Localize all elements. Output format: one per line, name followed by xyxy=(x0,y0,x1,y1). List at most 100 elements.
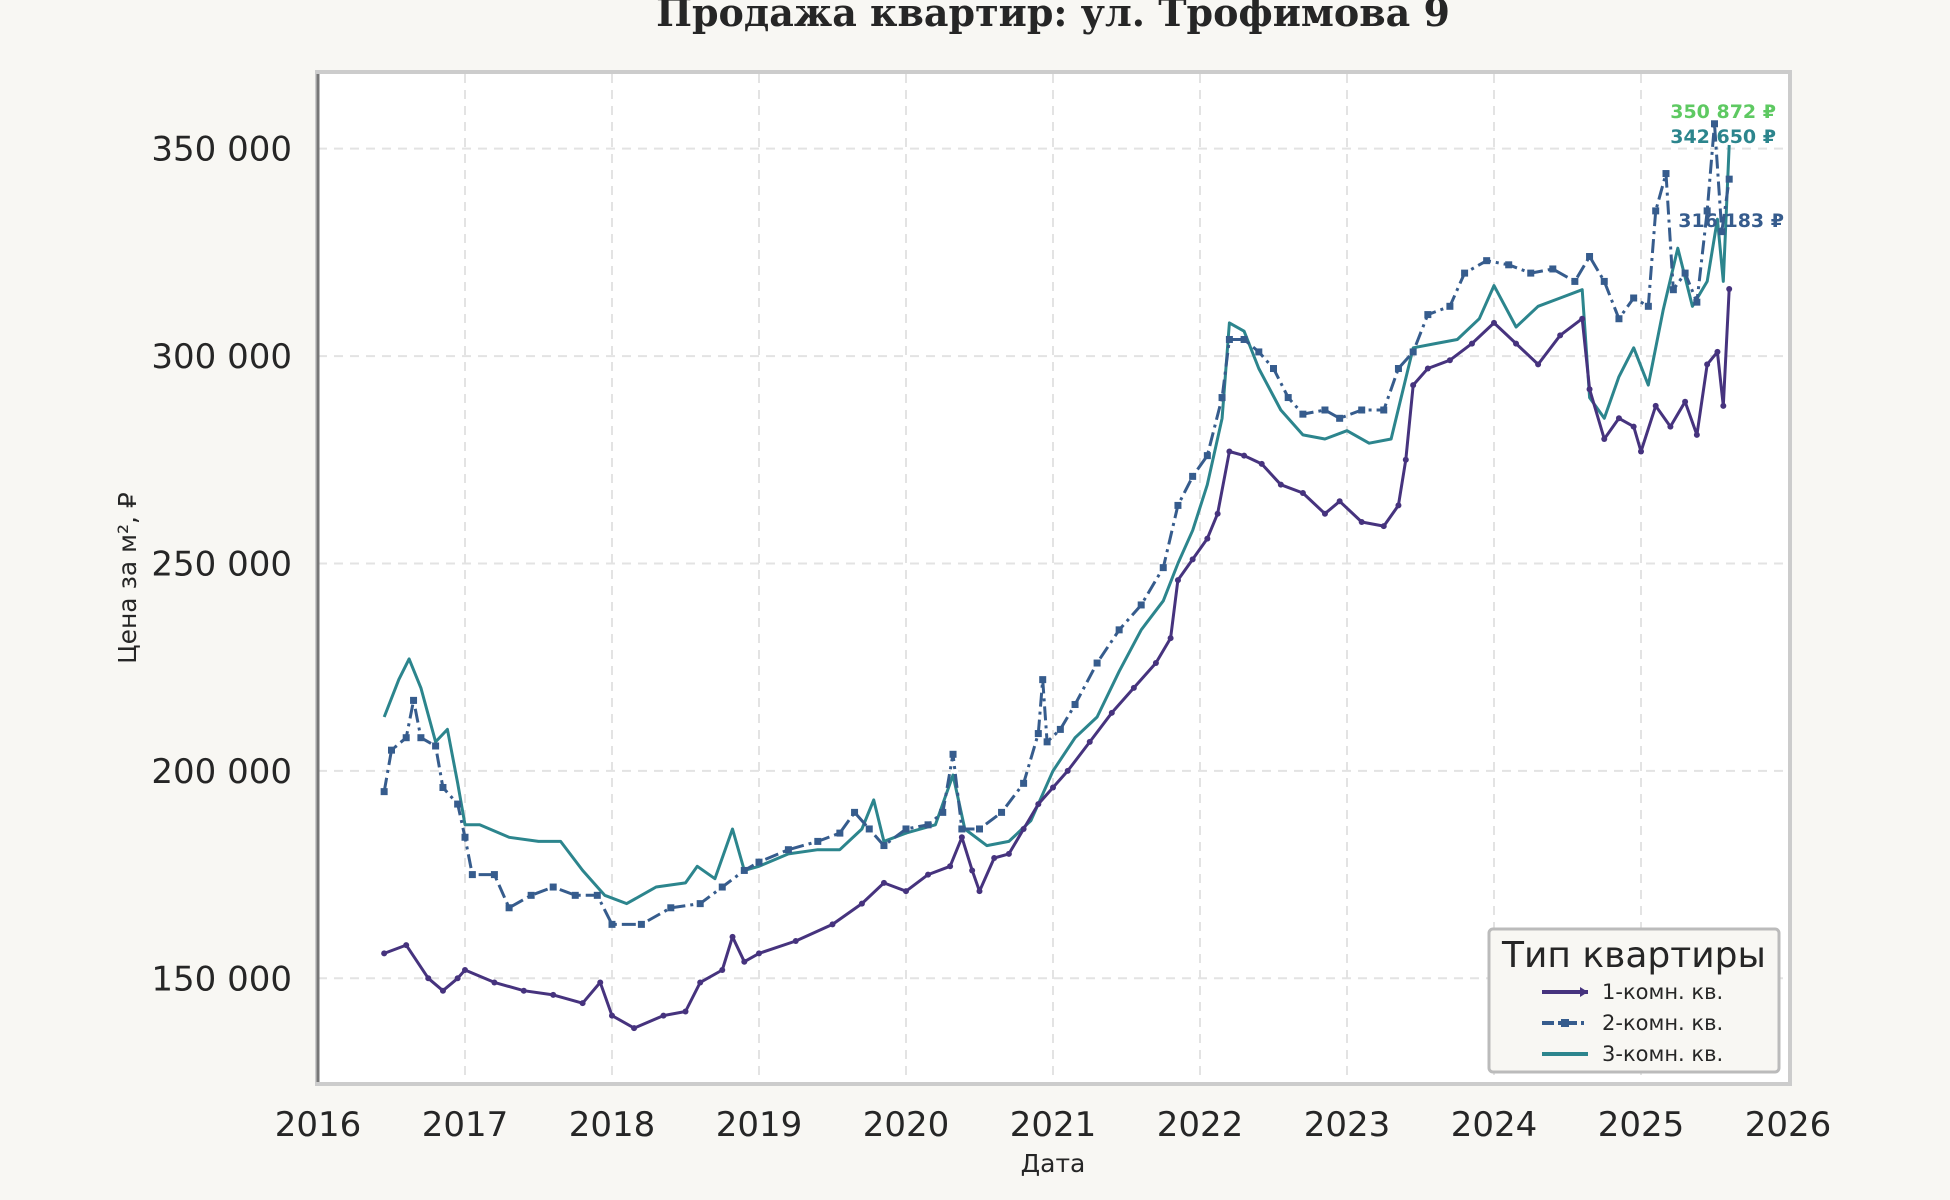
x-tick-label: 2025 xyxy=(1598,1105,1685,1145)
data-point xyxy=(1600,277,1608,285)
data-point xyxy=(1174,577,1181,584)
data-point xyxy=(608,920,616,928)
data-point xyxy=(792,937,799,944)
data-point xyxy=(520,987,527,994)
series-3-group xyxy=(382,144,1731,906)
data-point xyxy=(1203,452,1211,460)
data-point xyxy=(1204,535,1211,542)
data-point xyxy=(1461,269,1469,277)
data-point xyxy=(924,821,932,829)
data-point xyxy=(1115,626,1123,634)
data-point xyxy=(550,991,557,998)
data-point xyxy=(976,888,983,895)
data-point xyxy=(1669,286,1677,294)
y-tick-label: 250 000 xyxy=(151,544,292,584)
series-line xyxy=(382,144,1731,906)
data-point xyxy=(1284,394,1292,402)
y-tick-label: 150 000 xyxy=(151,959,292,999)
data-point xyxy=(1056,725,1064,733)
y-axis-ticks: 150 000 200 000 250 000 300 000 350 000 xyxy=(151,130,292,1000)
data-point xyxy=(1020,779,1028,787)
data-point xyxy=(1050,784,1056,791)
x-tick-label: 2026 xyxy=(1745,1105,1832,1145)
legend-marker xyxy=(1580,987,1588,997)
data-point xyxy=(1277,481,1284,488)
data-point xyxy=(814,837,822,845)
data-point xyxy=(1410,382,1417,389)
data-point xyxy=(1615,415,1622,422)
data-point xyxy=(527,891,535,899)
data-point xyxy=(425,975,432,982)
data-point xyxy=(1130,684,1137,691)
data-point xyxy=(784,846,792,854)
data-point xyxy=(1424,365,1431,372)
data-point xyxy=(593,891,601,899)
legend-label: 1-комн. кв. xyxy=(1602,980,1723,1004)
data-point xyxy=(858,900,865,907)
data-point xyxy=(903,888,909,895)
data-point xyxy=(1064,767,1071,774)
data-point xyxy=(462,967,468,973)
data-point xyxy=(609,1012,615,1019)
data-point xyxy=(1240,335,1248,343)
legend-item: 3-комн. кв. xyxy=(1542,1042,1723,1066)
data-point xyxy=(1693,298,1701,306)
legend-items: 1-комн. кв. 2-комн. кв. 3-комн. кв. xyxy=(1542,980,1723,1066)
data-point xyxy=(991,855,998,861)
y-tick-label: 350 000 xyxy=(151,130,292,170)
x-axis-title: Дата xyxy=(1021,1149,1086,1178)
data-point xyxy=(1693,431,1700,438)
y-axis-title: Цена за м², ₽ xyxy=(113,492,142,664)
data-point xyxy=(1039,676,1047,684)
data-point xyxy=(1527,269,1535,277)
series-1-group xyxy=(381,285,1733,1032)
data-point xyxy=(439,987,446,994)
data-point xyxy=(417,734,425,742)
data-point xyxy=(1241,452,1248,459)
data-point xyxy=(1093,659,1101,667)
data-point xyxy=(1615,315,1623,323)
legend-label: 3-комн. кв. xyxy=(1602,1042,1723,1066)
data-point xyxy=(1652,207,1660,215)
end-value-labels: 316 183 ₽ 342 650 ₽ 350 872 ₽ xyxy=(1670,101,1784,232)
data-point xyxy=(1662,170,1670,178)
data-point xyxy=(741,958,748,965)
data-point xyxy=(1380,406,1388,414)
data-point xyxy=(1630,294,1638,302)
data-point xyxy=(1225,335,1233,343)
data-point xyxy=(902,825,910,833)
data-point xyxy=(1336,414,1344,422)
legend-title: Тип квартиры xyxy=(1501,935,1766,976)
x-tick-label: 2018 xyxy=(569,1105,656,1145)
data-point xyxy=(1258,460,1265,467)
data-point xyxy=(1270,365,1277,373)
data-point xyxy=(1167,635,1174,642)
data-point xyxy=(1601,436,1608,443)
data-point xyxy=(756,950,762,957)
data-point xyxy=(1336,498,1343,505)
data-point xyxy=(755,858,763,866)
data-point xyxy=(939,808,947,816)
data-point xyxy=(1152,660,1159,667)
data-point xyxy=(1586,386,1593,393)
data-point xyxy=(597,979,604,986)
data-point xyxy=(432,742,440,750)
data-point xyxy=(1446,357,1453,364)
data-point xyxy=(1402,456,1409,463)
data-point xyxy=(402,734,410,742)
data-point xyxy=(1035,801,1042,808)
data-point xyxy=(1218,394,1226,402)
x-tick-label: 2022 xyxy=(1157,1105,1244,1145)
data-point xyxy=(1159,564,1167,572)
data-point xyxy=(1505,261,1513,269)
data-point xyxy=(1034,730,1042,738)
data-point xyxy=(1579,315,1586,322)
data-point xyxy=(1571,277,1579,285)
x-tick-label: 2020 xyxy=(863,1105,950,1145)
data-point xyxy=(1214,510,1221,517)
data-point xyxy=(1586,253,1594,261)
data-point xyxy=(851,808,859,816)
data-point xyxy=(1630,423,1637,430)
data-point xyxy=(549,883,557,891)
data-point xyxy=(729,933,736,940)
